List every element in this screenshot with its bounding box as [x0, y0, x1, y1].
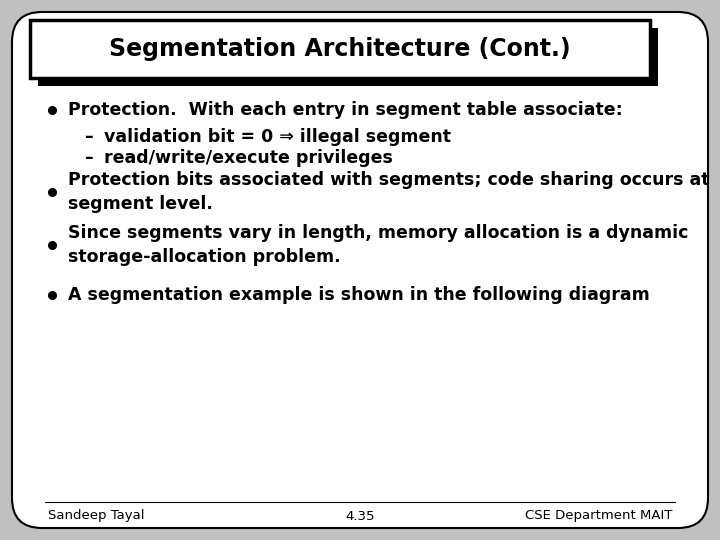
Text: CSE Department MAIT: CSE Department MAIT — [525, 510, 672, 523]
Text: validation bit = 0 ⇒ illegal segment: validation bit = 0 ⇒ illegal segment — [104, 128, 451, 146]
Text: Protection bits associated with segments; code sharing occurs at
segment level.: Protection bits associated with segments… — [68, 171, 709, 213]
FancyBboxPatch shape — [38, 28, 658, 86]
Text: Sandeep Tayal: Sandeep Tayal — [48, 510, 145, 523]
FancyBboxPatch shape — [12, 12, 708, 528]
Text: Since segments vary in length, memory allocation is a dynamic
storage-allocation: Since segments vary in length, memory al… — [68, 224, 688, 266]
Text: A segmentation example is shown in the following diagram: A segmentation example is shown in the f… — [68, 286, 649, 304]
FancyBboxPatch shape — [30, 20, 650, 78]
Text: read/write/execute privileges: read/write/execute privileges — [104, 149, 393, 167]
Text: –: – — [84, 128, 92, 146]
Text: Protection.  With each entry in segment table associate:: Protection. With each entry in segment t… — [68, 101, 623, 119]
Text: Segmentation Architecture (Cont.): Segmentation Architecture (Cont.) — [109, 37, 571, 61]
Text: –: – — [84, 149, 92, 167]
Text: 4.35: 4.35 — [346, 510, 374, 523]
